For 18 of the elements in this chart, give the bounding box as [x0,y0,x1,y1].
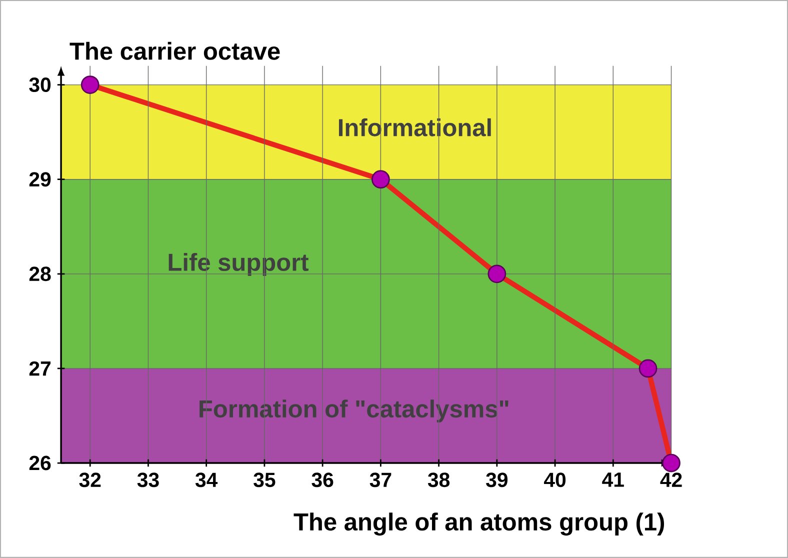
y-axis-title: The carrier octave [70,42,280,60]
x-tick-label: 40 [544,472,566,488]
x-axis-title: The angle of an atoms group (1) [294,512,664,536]
y-tick-label: 30 [29,78,51,92]
x-tick-label: 37 [370,472,392,488]
x-tick-label: 33 [137,472,159,488]
y-tick-label: 27 [29,361,51,376]
y-tick-label: 26 [29,456,51,470]
x-tick-label: 36 [312,472,334,488]
x-tick-label: 34 [195,472,218,488]
x-tick-label: 39 [486,472,508,488]
x-tick-label: 41 [602,472,624,487]
x-tick-label: 42 [660,472,682,487]
y-tick-label: 28 [29,266,51,282]
y-tick-label: 29 [29,172,51,187]
x-tick-label: 35 [254,472,276,488]
x-tick-label: 38 [428,472,450,488]
x-tick-label: 32 [79,472,101,488]
